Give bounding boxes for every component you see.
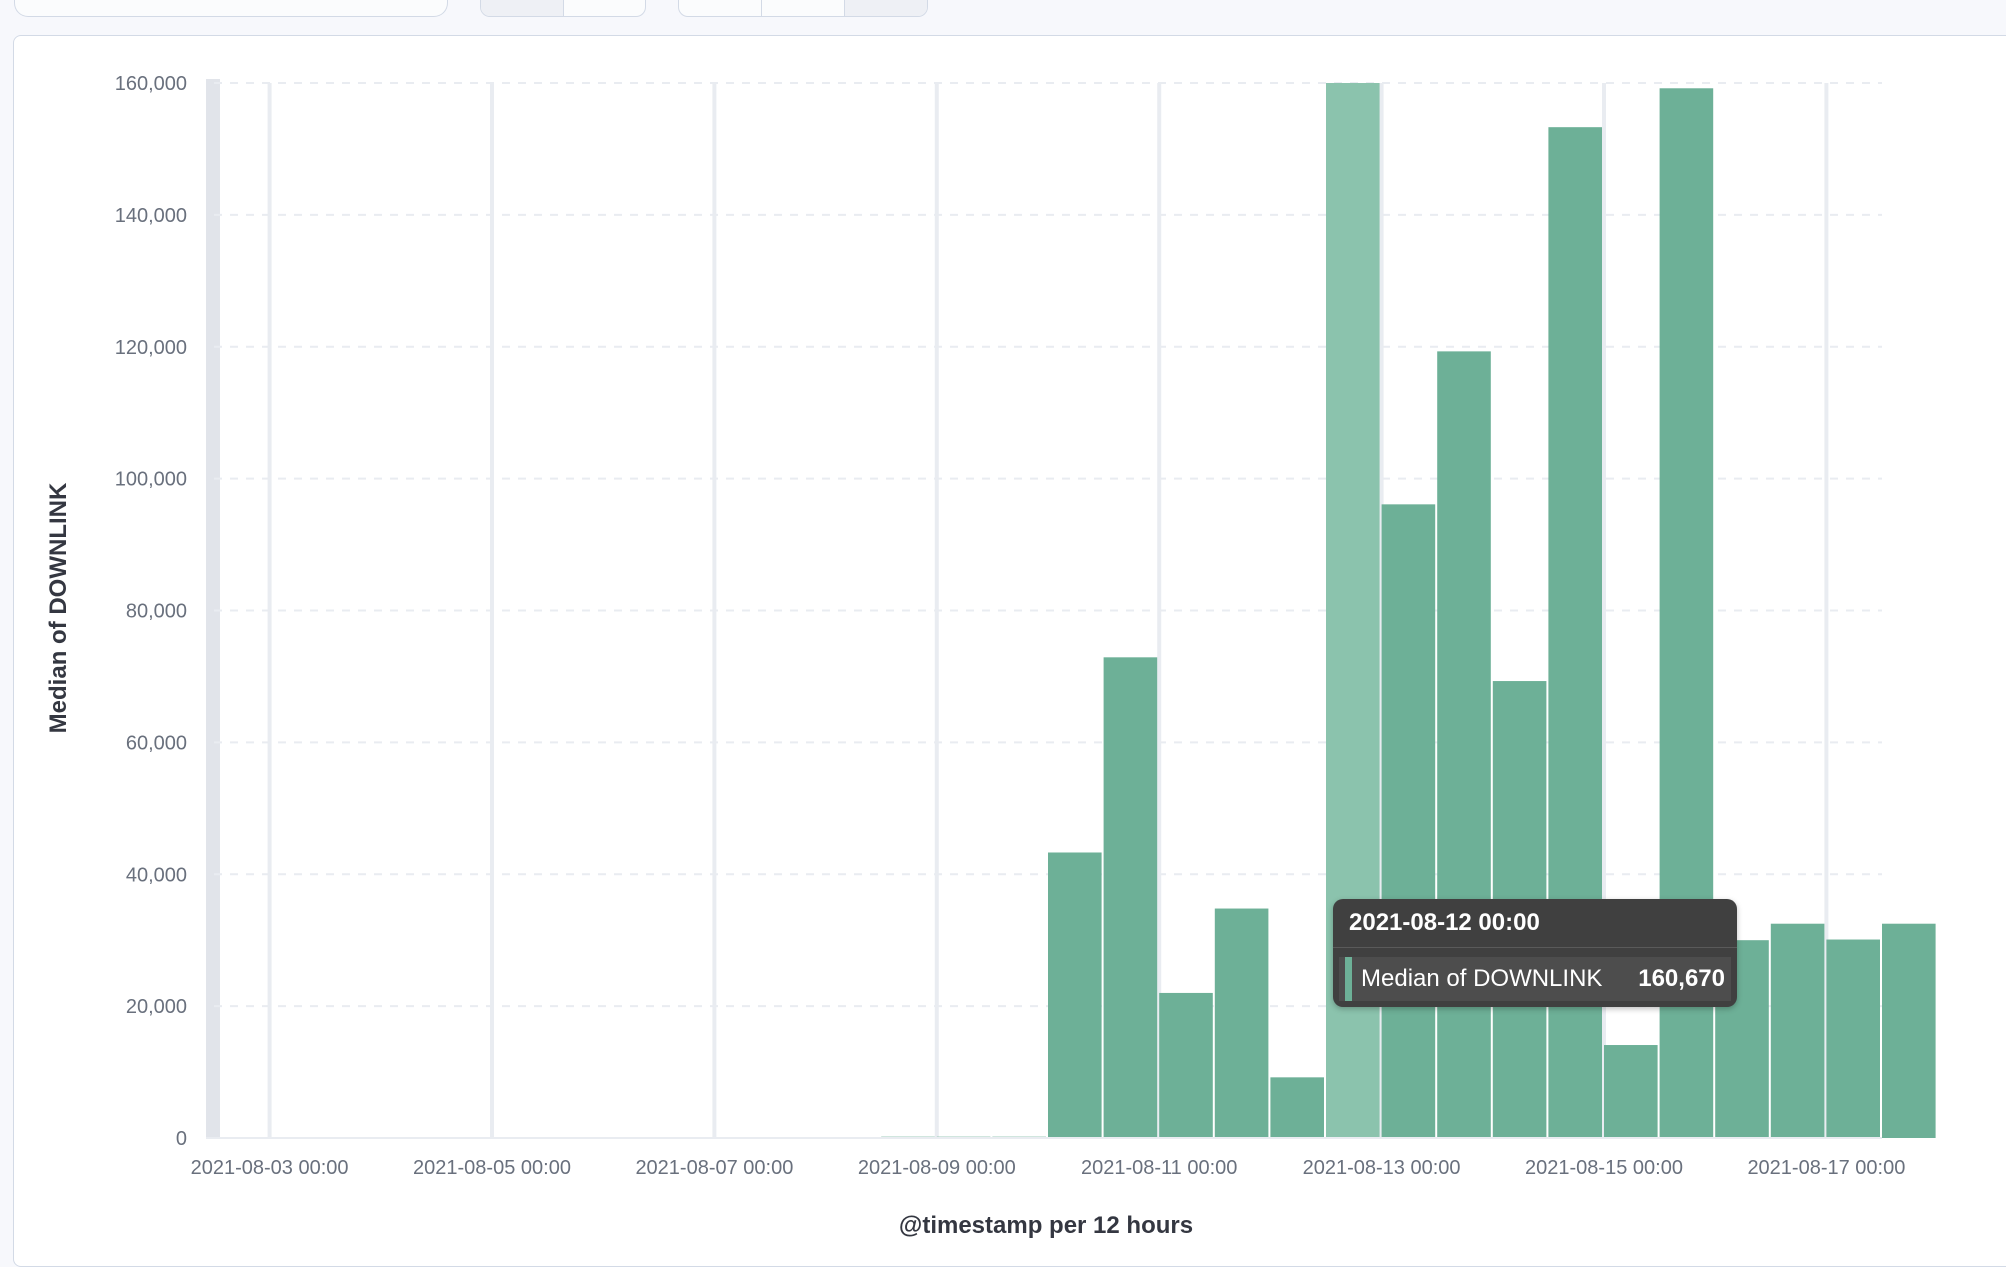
toggle-button-group[interactable] (480, 0, 646, 17)
bar-chart[interactable]: 0 20,000 40,000 60,000 80,000 100,000 120,000 1… (14, 36, 2006, 1266)
mode-option-2[interactable] (762, 0, 845, 16)
chart-panel: 0 20,000 40,000 60,000 80,000 100,000 120,000 1… (13, 35, 2006, 1267)
bar[interactable] (1770, 923, 1825, 1138)
query-input[interactable] (14, 0, 448, 17)
bar[interactable] (1437, 351, 1491, 1139)
bar[interactable] (1048, 852, 1102, 1138)
tooltip-title: 2021-08-12 00:00 (1333, 899, 1737, 948)
x-tick-label: 2021-08-03 00:00 (191, 1157, 349, 1179)
toggle-option-2[interactable] (564, 0, 646, 16)
x-tick-label: 2021-08-09 00:00 (858, 1157, 1016, 1179)
y-tick-label: 20,000 (126, 996, 187, 1018)
chart-tooltip: 2021-08-12 00:00 Median of DOWNLINK 160,… (1333, 899, 1737, 1007)
y-tick-label: 120,000 (115, 337, 187, 359)
x-tick-label: 2021-08-07 00:00 (635, 1157, 793, 1179)
tooltip-series-label: Median of DOWNLINK (1361, 965, 1603, 992)
x-axis-title: @timestamp per 12 hours (899, 1212, 1193, 1239)
x-tick-label: 2021-08-17 00:00 (1747, 1157, 1905, 1179)
brush-edge (206, 79, 220, 1138)
bar[interactable] (1159, 992, 1213, 1138)
bar[interactable] (1270, 1077, 1324, 1138)
bar[interactable] (1882, 923, 1936, 1138)
y-tick-label: 80,000 (126, 601, 187, 623)
bar[interactable] (1604, 1045, 1658, 1138)
tooltip-value: 160,670 (1638, 965, 1725, 992)
y-tick-label: 140,000 (115, 205, 187, 227)
tooltip-series-swatch (1345, 957, 1352, 1001)
mode-option-1[interactable] (679, 0, 762, 16)
bar[interactable] (1214, 908, 1269, 1138)
y-axis-title: Median of DOWNLINK (45, 482, 72, 733)
x-tick-label: 2021-08-11 00:00 (1081, 1157, 1237, 1179)
x-tick-label: 2021-08-15 00:00 (1525, 1157, 1683, 1179)
bar[interactable] (1103, 657, 1158, 1138)
bar[interactable] (1381, 504, 1436, 1138)
y-tick-label: 0 (176, 1128, 187, 1150)
mode-button-group[interactable] (678, 0, 928, 17)
toggle-option-1[interactable] (481, 0, 564, 16)
y-tick-label: 100,000 (115, 469, 187, 491)
x-tick-label: 2021-08-13 00:00 (1303, 1157, 1461, 1179)
y-tick-label: 60,000 (126, 732, 187, 754)
y-tick-label: 160,000 (115, 73, 187, 95)
x-tick-label: 2021-08-05 00:00 (413, 1157, 571, 1179)
tooltip-row: Median of DOWNLINK 160,670 (1339, 957, 1731, 1001)
mode-option-3[interactable] (845, 0, 927, 16)
y-tick-label: 40,000 (126, 864, 187, 886)
bar[interactable] (1826, 939, 1880, 1138)
